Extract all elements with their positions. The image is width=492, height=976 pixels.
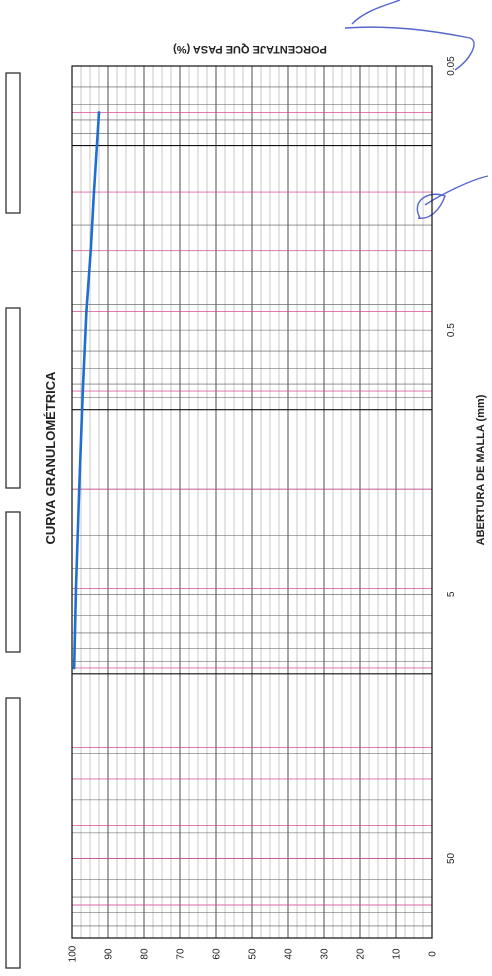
data-point: [92, 190, 96, 194]
y-tick-label: 100: [68, 945, 79, 962]
data-point: [74, 587, 78, 590]
margin-box: [5, 697, 21, 969]
data-point: [97, 111, 101, 114]
data-point: [72, 666, 76, 670]
margin-box: [5, 511, 21, 653]
y-tick-label: 60: [212, 948, 223, 960]
x-tick-label: 50: [446, 852, 457, 864]
x-tick-label: 5: [446, 591, 457, 597]
signature-mark: [416, 175, 489, 219]
y-tick-label: 30: [320, 948, 331, 960]
y-tick-labels: 0 10 20 30 40 50 60 70 80 90 100: [68, 945, 439, 962]
signature-mark: [344, 0, 475, 71]
y-tick-label: 70: [176, 948, 187, 960]
y-tick-label: 90: [104, 948, 115, 960]
y-tick-label: 10: [392, 948, 403, 960]
y-tick-label: 80: [140, 948, 151, 960]
chart-grid: [71, 65, 433, 939]
y-tick-label: 50: [248, 948, 259, 960]
y-tick-label: 20: [356, 948, 367, 960]
margin-box: [5, 307, 21, 489]
chart-title: CURVA GRANULOMÉTRICA: [43, 371, 58, 545]
x-tick-labels: 0.05 0.5 5 50: [446, 56, 457, 864]
x-axis-label: ABERTURA DE MALLA (mm): [475, 394, 487, 545]
data-point: [81, 389, 85, 393]
margin-box: [5, 72, 21, 214]
data-point: [85, 310, 88, 313]
granulometric-chart: 0 10 20 30 40 50 60 70 80 90 100 0.05 0.5 5 50 CURVA …: [43, 43, 487, 962]
series-layer: [72, 111, 101, 670]
y-axis-label: PORCENTAJE QUE PASA (%): [173, 43, 327, 55]
y-tick-label: 0: [428, 951, 439, 957]
plot-frame: [71, 65, 433, 939]
x-tick-label: 0.5: [446, 323, 457, 337]
x-tick-label: 0.05: [446, 56, 457, 76]
data-point: [77, 487, 81, 491]
gradation-curve: [72, 112, 101, 668]
data-point: [89, 249, 93, 253]
y-tick-label: 40: [284, 948, 295, 960]
